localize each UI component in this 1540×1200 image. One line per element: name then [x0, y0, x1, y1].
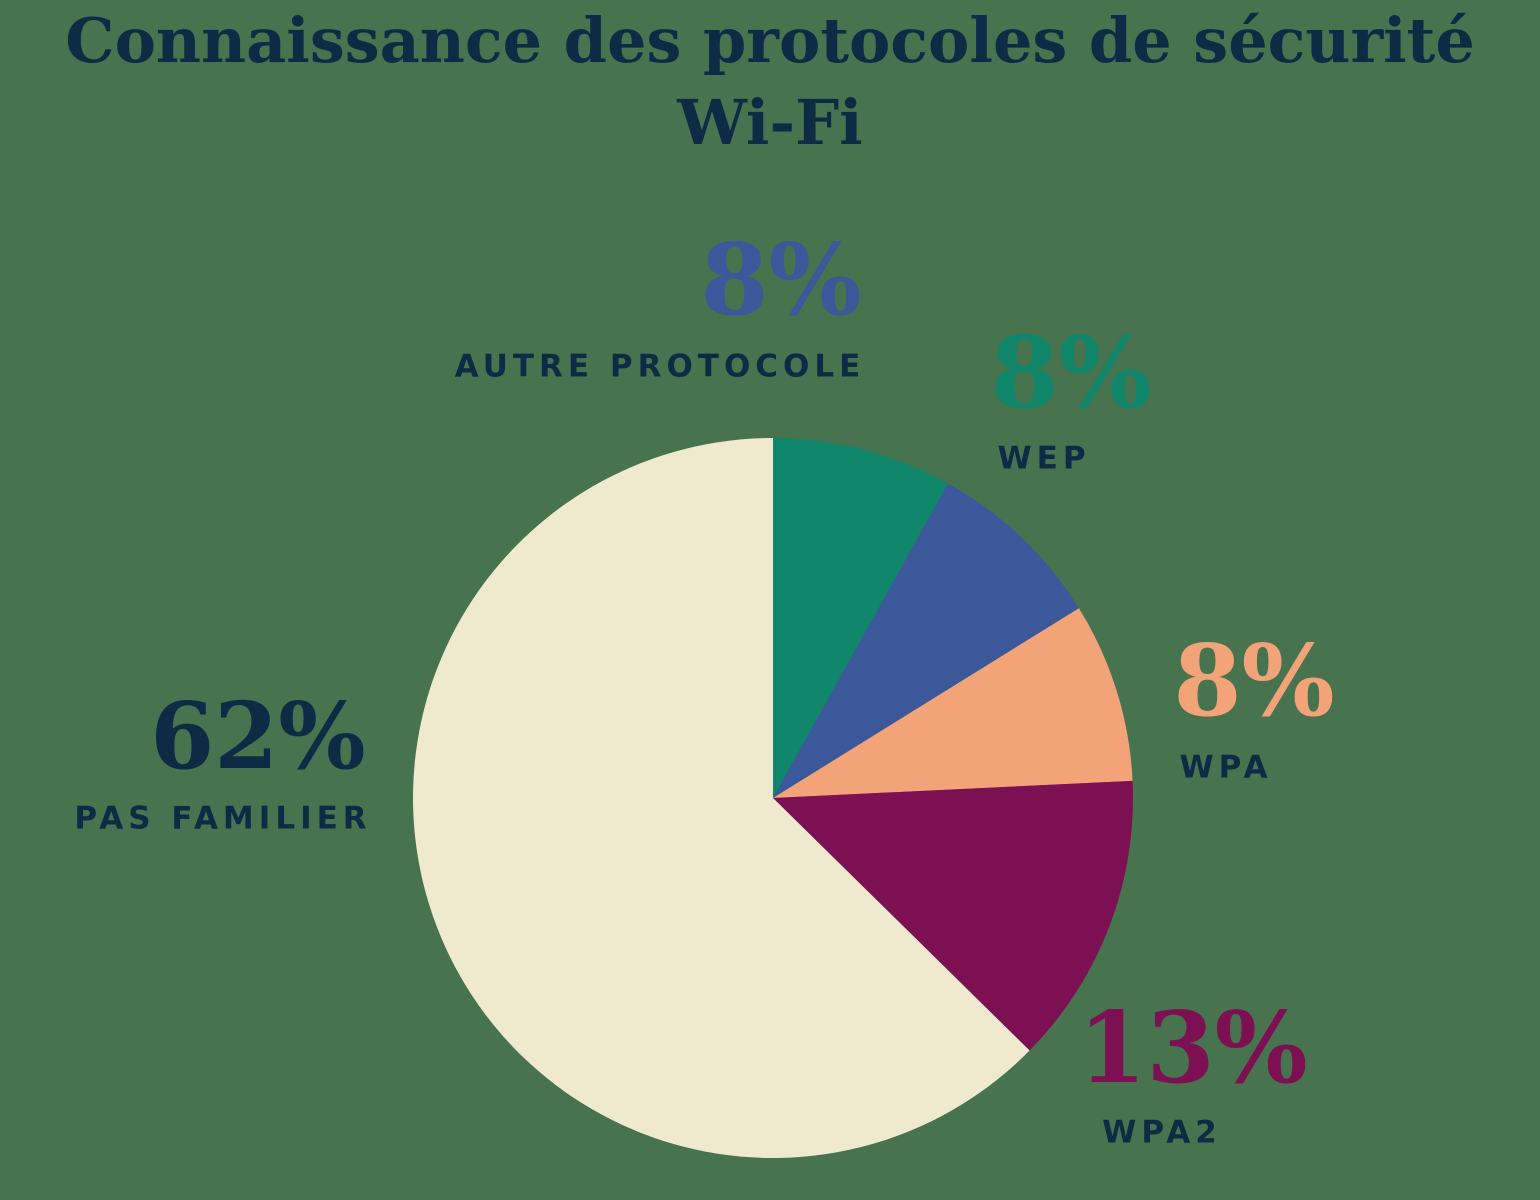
pie-slice-wpa — [773, 608, 1133, 798]
pie-slice-wpa2 — [773, 780, 1133, 1051]
wpa2-label: WPA2 — [1102, 1114, 1222, 1151]
wpa-percent: 8% — [1173, 624, 1335, 739]
chart-title-line1: Connaissance des protocoles de sécurité — [65, 4, 1475, 77]
pie-slice-wep — [773, 438, 949, 798]
wpa2-percent: 13% — [1078, 991, 1308, 1106]
wpa-label: WPA — [1179, 749, 1273, 786]
pie-slice-pas-familier — [413, 438, 1030, 1158]
autre-protocole-label: AUTRE PROTOCOLE — [454, 348, 866, 385]
chart-title-line2: Wi-Fi — [677, 85, 863, 159]
wep-label: WEP — [997, 440, 1091, 477]
pie-slice-autre-protocole — [773, 483, 1079, 798]
pas-familier-label: PAS FAMILIER — [74, 800, 372, 837]
autre-protocole-percent: 8% — [700, 223, 862, 338]
wep-percent: 8% — [990, 316, 1152, 431]
pas-familier-percent: 62% — [150, 682, 366, 790]
pie-chart — [413, 438, 1133, 1158]
chart-title: Connaissance des protocoles de sécurité … — [0, 0, 1540, 164]
